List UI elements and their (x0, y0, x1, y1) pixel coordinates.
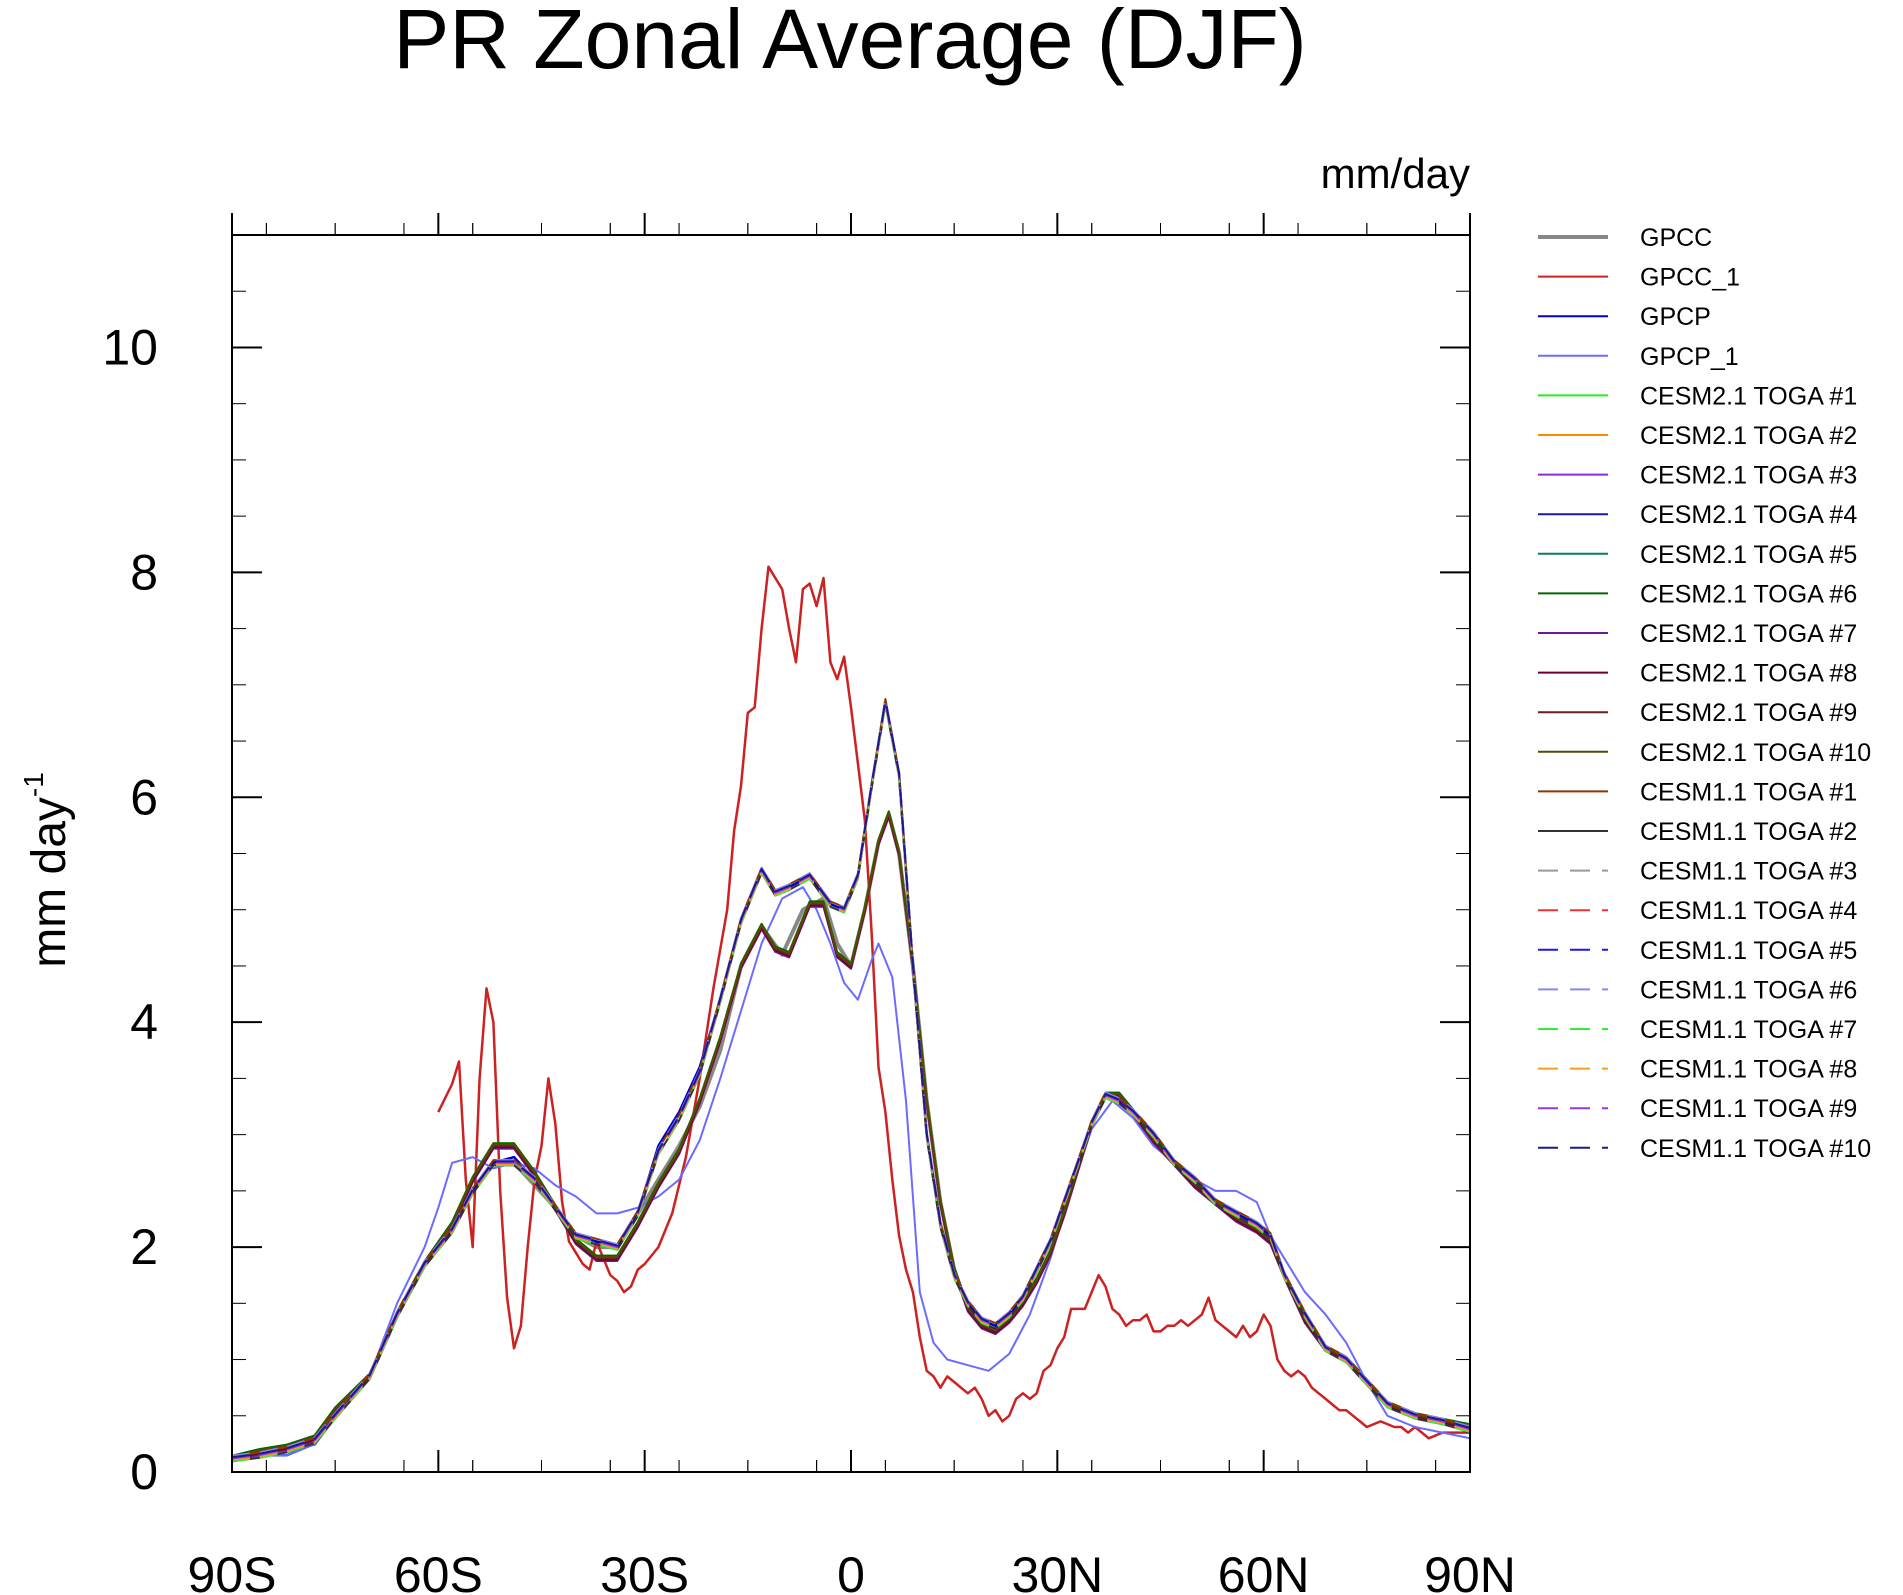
x-tick-label: 60S (394, 1547, 483, 1595)
series-line-8 (232, 813, 1470, 1460)
legend-label: CESM2.1 TOGA #3 (1640, 462, 1857, 490)
series-line-15 (232, 698, 1470, 1457)
legend-label: CESM2.1 TOGA #1 (1640, 382, 1857, 410)
series-line-7 (232, 814, 1470, 1461)
legend-label: CESM2.1 TOGA #6 (1640, 580, 1857, 608)
x-tick-label: 30N (1011, 1547, 1103, 1595)
series-line-5 (232, 810, 1470, 1457)
series-line-3 (232, 700, 1470, 1463)
legend-label: CESM1.1 TOGA #1 (1640, 778, 1857, 806)
series-line-13 (232, 813, 1470, 1460)
legend-label: CESM2.1 TOGA #2 (1640, 422, 1857, 450)
series-line-14 (232, 811, 1470, 1459)
y-tick-label: 8 (130, 544, 158, 600)
svg-text:mm day-1: mm day-1 (18, 772, 76, 968)
legend-label: CESM1.1 TOGA #6 (1640, 976, 1857, 1004)
series-line-10 (232, 810, 1470, 1457)
chart-title: PR Zonal Average (DJF) (393, 0, 1306, 86)
legend-label: CESM1.1 TOGA #3 (1640, 858, 1857, 886)
legend-label: CESM1.1 TOGA #2 (1640, 818, 1857, 846)
tick-marks (231, 213, 1471, 1473)
series-line-11 (232, 815, 1470, 1463)
y-tick-label: 0 (130, 1444, 158, 1500)
legend-label: CESM1.1 TOGA #4 (1640, 897, 1857, 925)
series-line-1 (232, 812, 1470, 1463)
x-tick-label: 30S (600, 1547, 689, 1595)
series-line-22 (232, 702, 1470, 1461)
series-line-17 (232, 702, 1470, 1461)
y-tick-label: 6 (130, 769, 158, 825)
legend-label: CESM2.1 TOGA #9 (1640, 699, 1857, 727)
x-tick-labels: 90S 60S 30S 0 30N 60N 90N (188, 1547, 1516, 1595)
x-tick-label: 90N (1424, 1547, 1516, 1595)
y-axis-label-text: mm day (23, 797, 76, 968)
legend-label: CESM2.1 TOGA #7 (1640, 620, 1857, 648)
y-axis-label-superscript: -1 (18, 772, 49, 797)
legend-label: CESM1.1 TOGA #8 (1640, 1056, 1857, 1084)
x-tick-label: 0 (837, 1547, 865, 1595)
legend-label: GPCP (1640, 303, 1711, 331)
series-line-16 (232, 703, 1470, 1463)
legend-label: CESM1.1 TOGA #9 (1640, 1095, 1857, 1123)
legend-label: CESM1.1 TOGA #10 (1640, 1135, 1871, 1163)
series-line-21 (232, 703, 1470, 1463)
series-line-2 (437, 565, 1470, 1440)
legend-label: CESM1.1 TOGA #7 (1640, 1016, 1857, 1044)
series-line-23 (232, 700, 1470, 1460)
legend-label: GPCP_1 (1640, 343, 1739, 371)
plot-frame (231, 234, 1471, 1473)
y-tick-label: 2 (130, 1219, 158, 1275)
series-line-18 (232, 700, 1470, 1460)
y-tick-label: 10 (102, 319, 158, 375)
x-tick-label: 60N (1218, 1547, 1310, 1595)
legend: GPCC GPCC_1 GPCP GPCP_1 CESM2.1 TOGA #1 CESM2… (1538, 224, 1871, 1163)
legend-label: GPCC (1640, 224, 1712, 252)
series-line-4 (232, 886, 1470, 1462)
y-tick-labels: 0 2 4 6 8 10 (102, 319, 158, 1500)
legend-label: CESM2.1 TOGA #5 (1640, 541, 1857, 569)
legend-label: CESM1.1 TOGA #5 (1640, 937, 1857, 965)
legend-label: CESM2.1 TOGA #4 (1640, 501, 1857, 529)
series-line-24 (232, 699, 1470, 1459)
units-label: mm/day (1321, 150, 1470, 197)
series-line-19 (232, 699, 1470, 1459)
series-line-6 (232, 815, 1470, 1463)
legend-label: GPCC_1 (1640, 264, 1740, 292)
x-tick-label: 90S (188, 1547, 277, 1595)
y-tick-label: 4 (130, 994, 158, 1050)
series-line-12 (232, 814, 1470, 1461)
series-lines (232, 565, 1470, 1463)
legend-label: CESM2.1 TOGA #10 (1640, 739, 1871, 767)
y-axis-label: mm day-1 (18, 772, 76, 968)
legend-label: CESM2.1 TOGA #8 (1640, 660, 1857, 688)
series-line-9 (232, 811, 1470, 1459)
series-line-20 (232, 698, 1470, 1457)
